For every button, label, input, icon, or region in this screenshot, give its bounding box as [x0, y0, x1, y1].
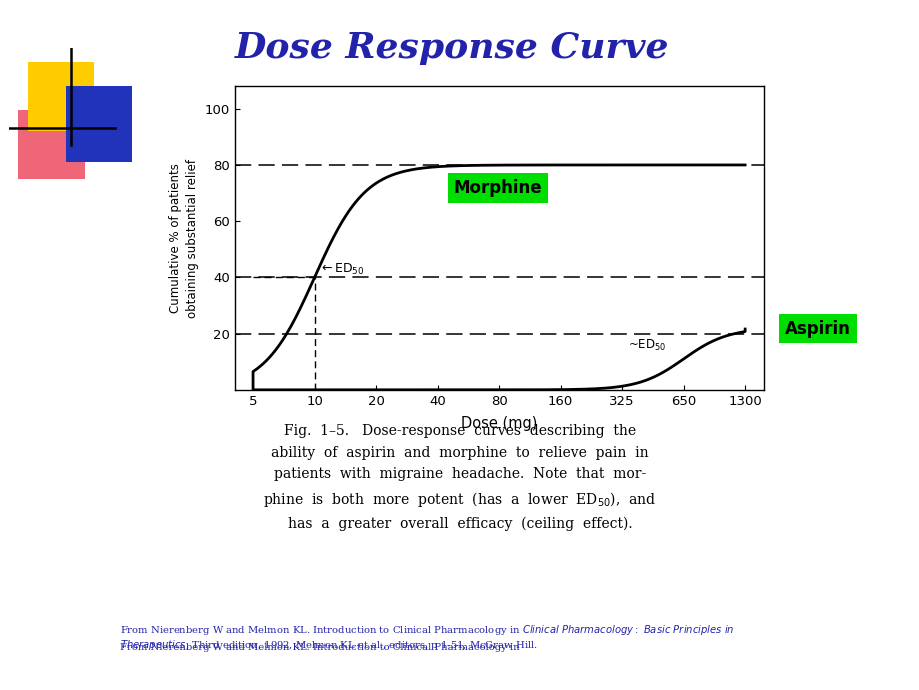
- Text: ~ED$_{50}$: ~ED$_{50}$: [628, 338, 666, 353]
- Y-axis label: Cumulative % of patients
obtaining substantial relief: Cumulative % of patients obtaining subst…: [169, 159, 199, 317]
- Text: Dose Response Curve: Dose Response Curve: [234, 31, 668, 65]
- Text: From Nierenberg W and Melmon KL. Introduction to Clinical Pharmacology in       : From Nierenberg W and Melmon KL. Introdu…: [119, 633, 766, 652]
- Text: Aspirin: Aspirin: [784, 319, 850, 337]
- Text: From Nierenberg W and Melmon KL. Introduction to Clinical Pharmacology in $\math: From Nierenberg W and Melmon KL. Introdu…: [119, 623, 733, 637]
- Text: From Nierenberg W and Melmon KL. Introduction to Clinical Pharmacology in: From Nierenberg W and Melmon KL. Introdu…: [119, 643, 522, 652]
- Text: $\mathit{Therapeutics}$, Third edition, 1992, Melmon KL et al., editors, p 1-51,: $\mathit{Therapeutics}$, Third edition, …: [119, 638, 537, 652]
- X-axis label: Dose (mg): Dose (mg): [460, 416, 537, 431]
- Text: $\leftarrow$ED$_{50}$: $\leftarrow$ED$_{50}$: [319, 262, 365, 277]
- Text: Morphine: Morphine: [453, 179, 542, 197]
- Text: Fig.  1–5.   Dose-response  curves  describing  the
ability  of  aspirin  and  m: Fig. 1–5. Dose-response curves describin…: [263, 424, 656, 531]
